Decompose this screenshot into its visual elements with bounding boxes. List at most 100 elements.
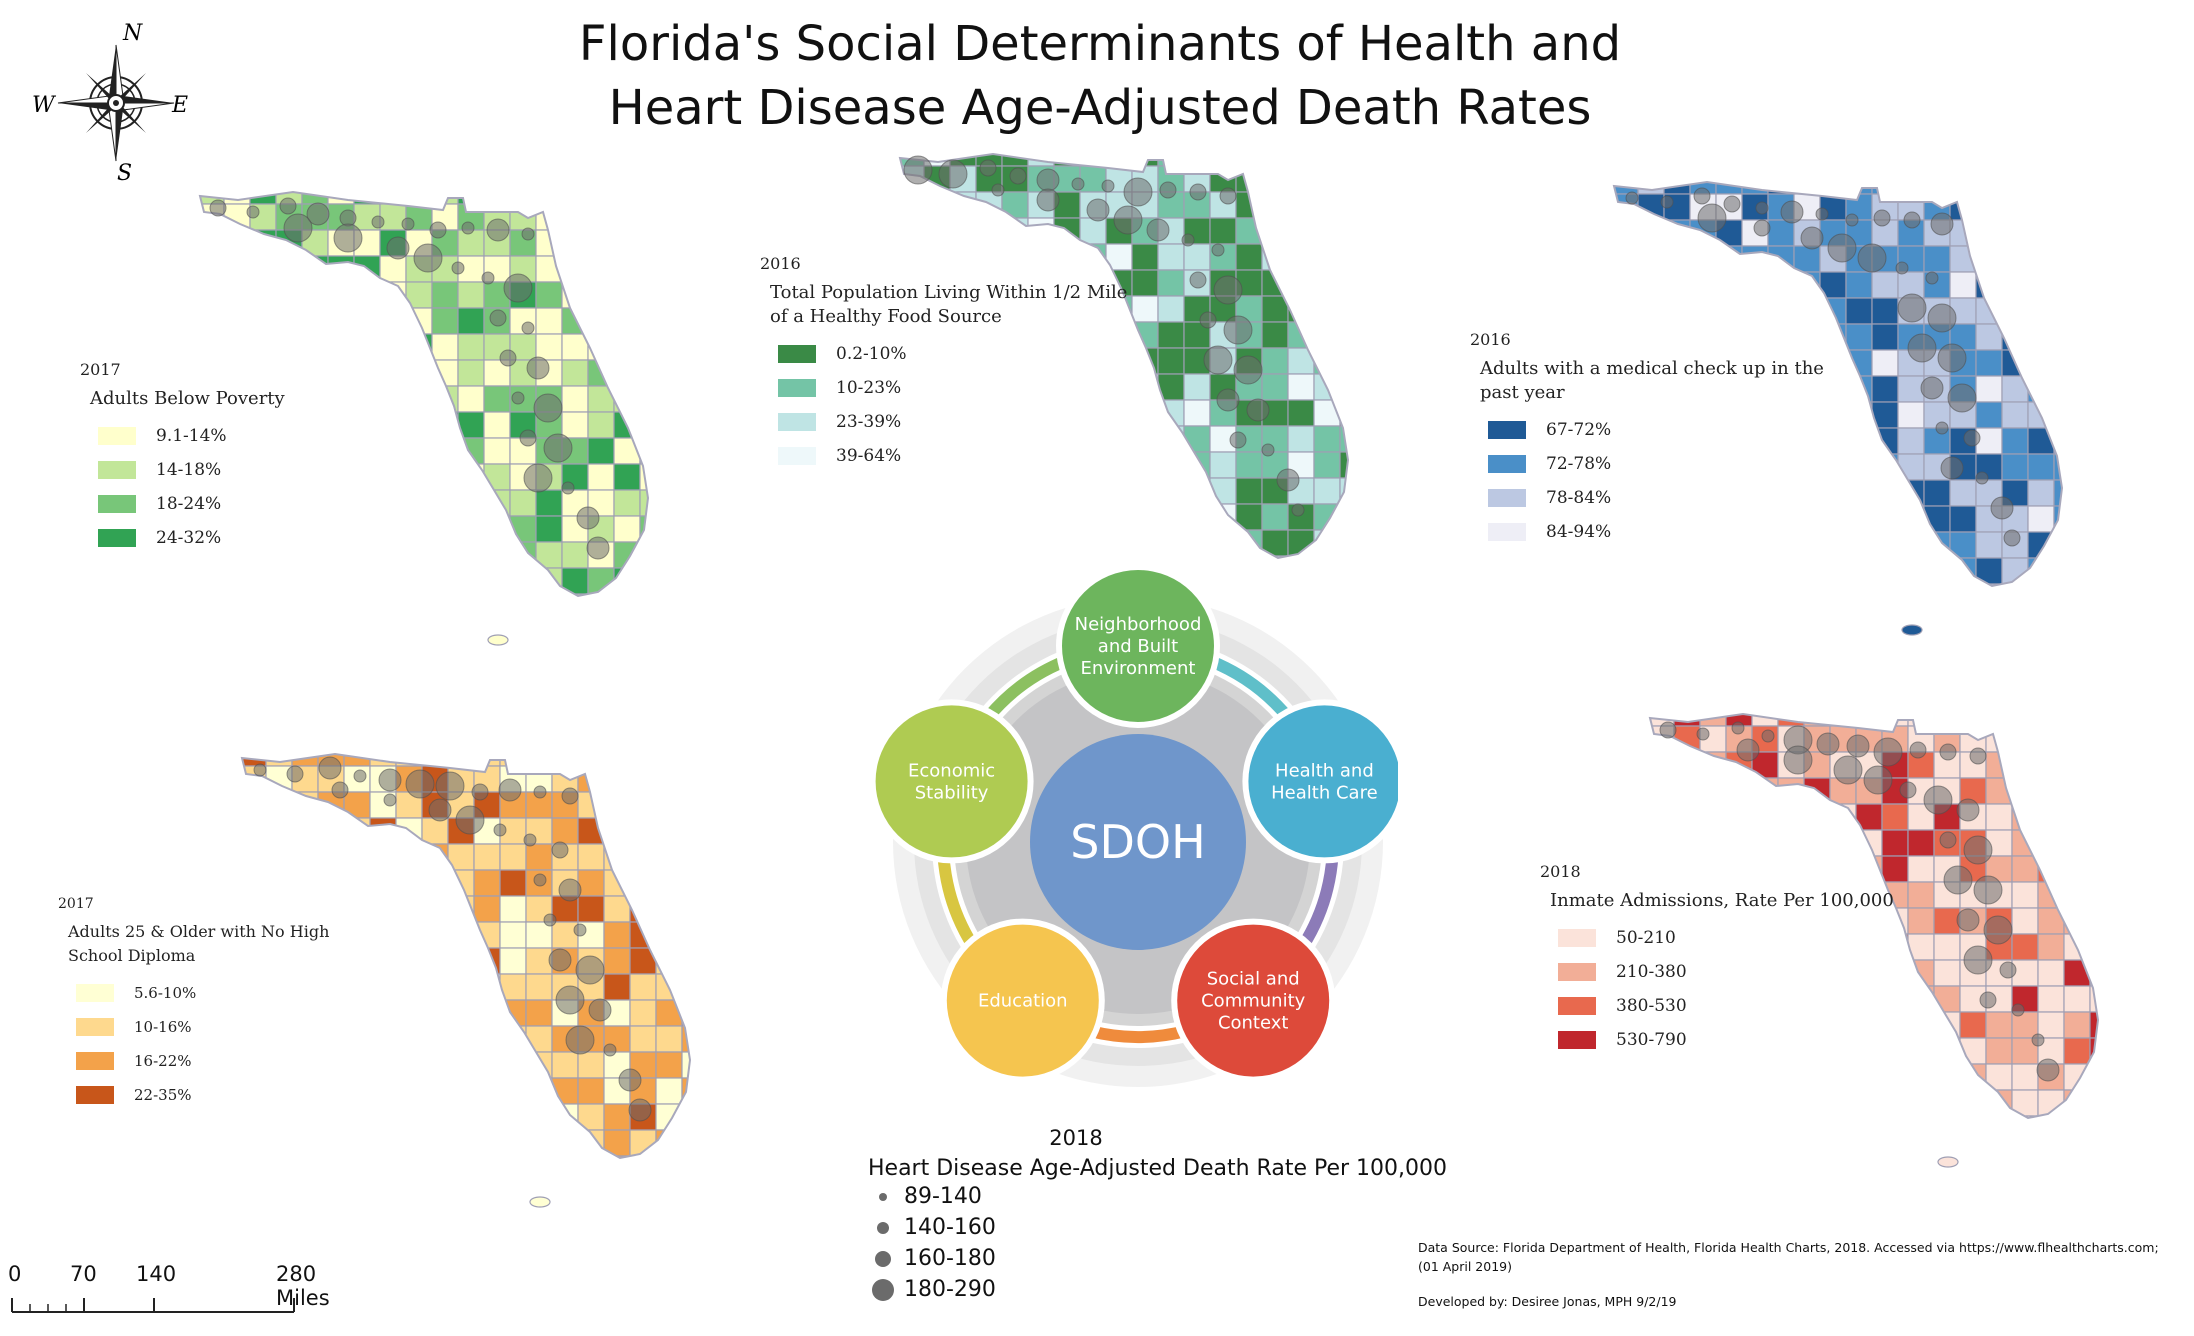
- county-cell: [900, 217, 925, 245]
- county-cell: [1725, 803, 1753, 831]
- legend-class-row: 78-84%: [1488, 481, 1850, 515]
- map-healthy-food-source: [899, 153, 1368, 559]
- county-cell: [291, 1129, 319, 1157]
- county-cell: [473, 1155, 501, 1158]
- county-cell: [2027, 271, 2055, 299]
- county-cell: [421, 973, 449, 1001]
- sdoh-domain-label: Neighborhood and Built Environment: [1075, 614, 1202, 679]
- county-cell: [900, 477, 925, 505]
- county-cell: [1650, 1115, 1675, 1118]
- county-cell: [655, 1025, 683, 1053]
- county-cell: [1803, 1115, 1831, 1118]
- county-cell: [561, 411, 589, 439]
- county-cell: [2080, 194, 2082, 220]
- county-cell: [1339, 165, 1348, 193]
- county-cell: [457, 515, 485, 543]
- county-cell: [639, 307, 648, 335]
- legend-class-row: 23-39%: [778, 405, 1140, 439]
- county-cell: [291, 817, 319, 845]
- legend-swatch: [76, 1018, 114, 1036]
- heart-disease-circle: [1963, 945, 1993, 975]
- county-cell: [1933, 714, 1961, 727]
- heart-disease-circle: [471, 783, 489, 801]
- county-cell: [1650, 803, 1675, 831]
- legend-class-row: 84-94%: [1488, 515, 1850, 549]
- legend-swatch: [1558, 963, 1596, 981]
- county-cell: [1975, 401, 2003, 429]
- county-cell: [431, 567, 459, 595]
- county-cell: [561, 385, 589, 413]
- county-cell: [369, 869, 397, 897]
- county-cell: [525, 999, 553, 1027]
- county-cell: [1183, 399, 1211, 427]
- county-cell: [499, 869, 527, 897]
- county-cell: [457, 192, 485, 205]
- county-cell: [200, 593, 225, 596]
- county-cell: [1079, 529, 1107, 557]
- county-cell: [613, 463, 641, 491]
- county-cell: [421, 1103, 449, 1131]
- county-cell: [2089, 907, 2098, 935]
- county-cell: [949, 503, 977, 531]
- county-cell: [499, 895, 527, 923]
- county-cell: [1793, 271, 1821, 299]
- heart-disease-circle: [573, 923, 587, 937]
- county-cell: [1793, 182, 1821, 195]
- county-cell: [1637, 245, 1665, 273]
- county-cell: [395, 1129, 423, 1157]
- county-cell: [1881, 829, 1909, 857]
- county-cell: [587, 411, 615, 439]
- county-cell: [639, 255, 648, 283]
- heart-disease-circle: [1123, 177, 1153, 207]
- county-cell: [587, 385, 615, 413]
- county-cell: [1339, 529, 1348, 557]
- county-cell: [2063, 1115, 2091, 1118]
- county-cell: [1313, 154, 1341, 167]
- county-cell: [1366, 348, 1368, 374]
- heart-disease-circle: [1755, 201, 1769, 215]
- sdoh-domain-circle: [1062, 570, 1214, 722]
- county-cell: [1339, 295, 1348, 323]
- heart-disease-circle: [306, 202, 330, 226]
- heart-disease-circle: [1863, 765, 1893, 795]
- legend-heart-disease: 2018 Heart Disease Age-Adjusted Death Ra…: [866, 1126, 1447, 1305]
- legend-swatch: [1488, 421, 1526, 439]
- county-cell: [708, 922, 710, 948]
- county-cell: [949, 477, 977, 505]
- county-cell: [2037, 777, 2065, 805]
- county-cell: [473, 973, 501, 1001]
- county-cell: [1235, 243, 1263, 271]
- county-cell: [447, 1077, 475, 1105]
- legend-class-label: 78-84%: [1546, 488, 1612, 508]
- county-cell: [473, 1129, 501, 1157]
- county-cell: [379, 192, 407, 205]
- county-cell: [2063, 1089, 2091, 1117]
- county-cell: [639, 541, 648, 569]
- county-cell: [1949, 182, 1977, 195]
- county-cell: [1313, 243, 1341, 271]
- county-cell: [949, 217, 977, 245]
- county-cell: [603, 921, 631, 949]
- county-cell: [1183, 243, 1211, 271]
- county-cell: [655, 1051, 683, 1079]
- county-cell: [1183, 154, 1211, 167]
- county-cell: [2053, 297, 2062, 325]
- heart-disease-circle: [1973, 875, 2003, 905]
- county-cell: [587, 437, 615, 465]
- heart-disease-circle: [318, 756, 342, 780]
- county-cell: [1001, 217, 1029, 245]
- county-cell: [1949, 193, 1977, 221]
- county-cell: [577, 1077, 605, 1105]
- county-cell: [613, 489, 641, 517]
- county-cell: [275, 307, 303, 335]
- county-cell: [666, 204, 668, 230]
- county-cell: [639, 359, 648, 387]
- county-cell: [275, 593, 303, 596]
- legend-class-label: 22-35%: [134, 1086, 192, 1104]
- legend-class-label: 210-380: [1616, 962, 1687, 982]
- county-cell: [603, 1103, 631, 1131]
- county-cell: [447, 921, 475, 949]
- county-cell: [2001, 427, 2029, 455]
- county-cell: [457, 541, 485, 569]
- county-cell: [473, 1103, 501, 1131]
